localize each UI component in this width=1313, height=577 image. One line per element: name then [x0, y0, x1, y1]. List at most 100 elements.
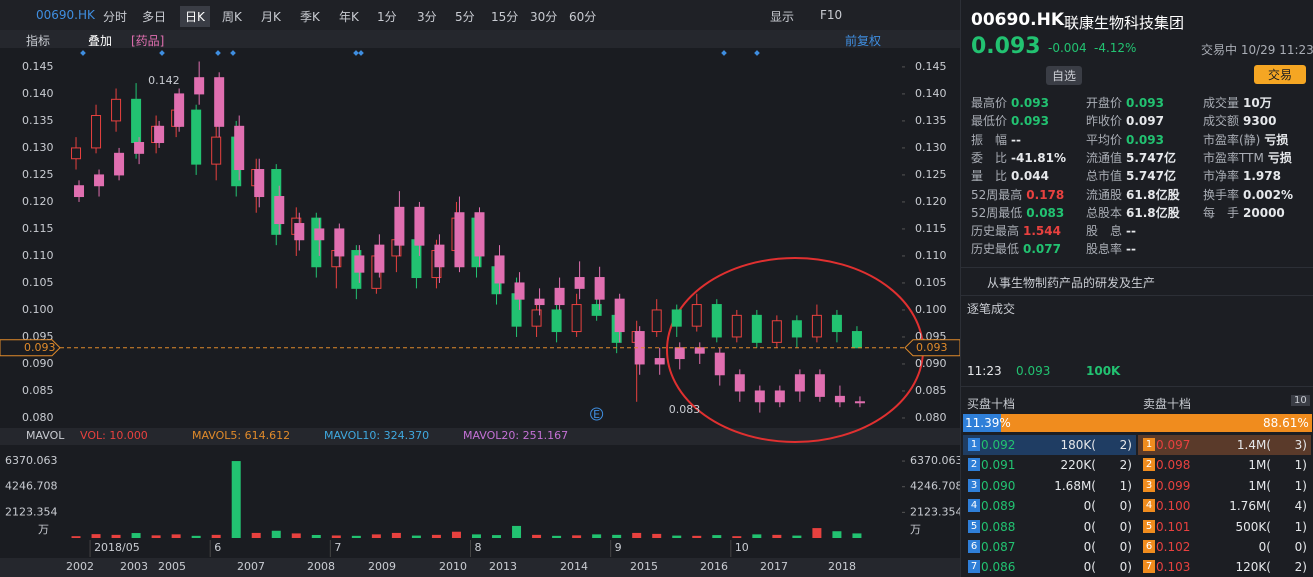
volume-bar [71, 536, 81, 538]
stat-value: 0.093 [1011, 96, 1049, 110]
quote-symbol: 00690.HK [971, 10, 1065, 30]
period-tab[interactable]: 日K [180, 6, 210, 27]
stat-label: 历史最高 [971, 224, 1020, 239]
period-tab[interactable]: 年K [339, 10, 359, 24]
volume-bar [291, 533, 301, 538]
period-tab[interactable]: 1分 [377, 10, 397, 24]
candle-body [831, 314, 842, 333]
candle-body [654, 358, 665, 365]
stat-cell: 最低价 0.093 [971, 112, 1049, 129]
order-row: 7 0.103 120K(2) [1138, 557, 1311, 577]
navigator-year: 2002 [66, 560, 94, 573]
order-price: 0.102 [1156, 540, 1191, 554]
period-tab[interactable]: 3分 [417, 10, 437, 24]
x-tick-label: 2018/05 [94, 541, 140, 554]
order-volume: 1.4M( [1236, 438, 1271, 452]
indicator-button[interactable]: 指标 [26, 34, 51, 48]
divider [961, 295, 1313, 296]
stat-label: 历史最低 [971, 242, 1020, 257]
y-tick-label: 0.090 [22, 357, 54, 370]
stat-value: 0.083 [1026, 205, 1065, 220]
stat-label: 最低价 [971, 114, 1008, 129]
stat-label: 开盘价 [1086, 96, 1123, 110]
period-tab[interactable]: 季K [300, 10, 320, 24]
candle-body [114, 152, 125, 176]
stat-value: 0.093 [1126, 132, 1164, 147]
trade-price: 0.093 [1016, 364, 1051, 378]
candle-body [454, 212, 465, 268]
volume-bar [131, 533, 141, 538]
candle-body [791, 320, 802, 338]
level-badge: 6 [968, 540, 980, 553]
volume-bar [191, 535, 201, 538]
stat-cell: 昨收价 0.097 [1086, 112, 1164, 129]
order-price: 0.099 [1156, 478, 1191, 493]
x-tick-label: 7 [334, 541, 341, 554]
candle-body [274, 196, 285, 225]
adjust-button[interactable]: 前复权 [845, 34, 882, 48]
overlay-button[interactable]: 叠加 [88, 34, 113, 48]
navigator-year: 2003 [120, 560, 148, 573]
quote-price: 0.093 [971, 34, 1041, 59]
stat-label: 股息率 [1086, 242, 1123, 257]
candle-body [531, 309, 542, 327]
stat-cell: 市净率 1.978 [1203, 167, 1281, 184]
y-tick-label-right: 0.135 [915, 114, 947, 127]
navigator-year: 2014 [560, 560, 588, 573]
stat-cell: 52周最低 0.083 [971, 204, 1064, 221]
candle-body [671, 309, 682, 327]
toolbar: 00690.HK 分时 多日 日K 周K 月K 季K 年K 1分 3分 5分 15分 30分 60分 显示 F… [0, 0, 960, 31]
level-badge: 3 [968, 478, 980, 492]
order-count: 0) [1119, 499, 1132, 514]
y-tick-label-right: 0.120 [915, 195, 947, 208]
y-tick-label-right: 6370.063 [910, 454, 960, 467]
candle-body [414, 206, 425, 246]
period-tab[interactable]: 月K [261, 10, 281, 24]
period-tab[interactable]: 周K [222, 10, 242, 24]
order-row: 1 0.097 1.4M(3) [1138, 435, 1311, 455]
volume-bar [311, 534, 321, 538]
f10-button[interactable]: F10 [820, 8, 843, 22]
candle-body [111, 98, 122, 122]
quote-change-pct: -4.12% [1094, 41, 1137, 55]
period-tab[interactable]: 60分 [569, 10, 597, 24]
trade-button[interactable]: 交易 [1254, 65, 1307, 84]
y-unit-right: 万 [910, 523, 921, 536]
y-tick-label: 0.085 [22, 384, 54, 397]
order-volume: 1.68M( [1054, 478, 1096, 493]
volume-bar [852, 533, 862, 538]
stat-value: 亏损 [1264, 132, 1289, 147]
display-menu[interactable]: 显示 [770, 10, 795, 24]
stat-cell: 流通值 5.747亿 [1086, 149, 1176, 166]
volume-bar [91, 534, 101, 538]
candle-body [594, 277, 605, 300]
y-tick-label: 0.130 [22, 141, 54, 154]
business: 从事生物制药产品的研发及生产 [987, 276, 1156, 290]
order-volume: 0( [1258, 540, 1271, 554]
level-badge: 5 [1143, 519, 1155, 533]
stat-value: 0.093 [1126, 96, 1164, 110]
candle-body [771, 320, 782, 343]
order-price: 0.101 [1156, 519, 1191, 534]
stat-label: 市盈率(静) [1203, 132, 1261, 147]
stat-value: -- [1126, 242, 1136, 257]
period-tab[interactable]: 多日 [142, 10, 167, 24]
volume-bar [391, 532, 401, 538]
depth-button[interactable]: 10 [1291, 395, 1310, 406]
period-tab[interactable]: 分时 [103, 10, 128, 24]
divider [961, 267, 1313, 268]
stat-label: 量 比 [971, 169, 1008, 184]
period-tab[interactable]: 15分 [491, 10, 519, 24]
period-tab[interactable]: 30分 [530, 10, 558, 24]
order-volume: 0( [1083, 560, 1096, 575]
y-tick-label: 0.120 [22, 195, 54, 208]
order-volume: 1M( [1248, 478, 1271, 493]
y-tick-label-right: 0.090 [915, 357, 947, 370]
trade-time: 11:23 [967, 364, 1002, 378]
volume-bar [171, 534, 181, 538]
navigator-year: 2008 [307, 560, 335, 573]
period-tab[interactable]: 5分 [455, 10, 475, 24]
y-tick-label: 0.125 [22, 168, 54, 181]
watch-button[interactable]: 自选 [1046, 66, 1083, 85]
order-count: 2) [1119, 458, 1132, 473]
